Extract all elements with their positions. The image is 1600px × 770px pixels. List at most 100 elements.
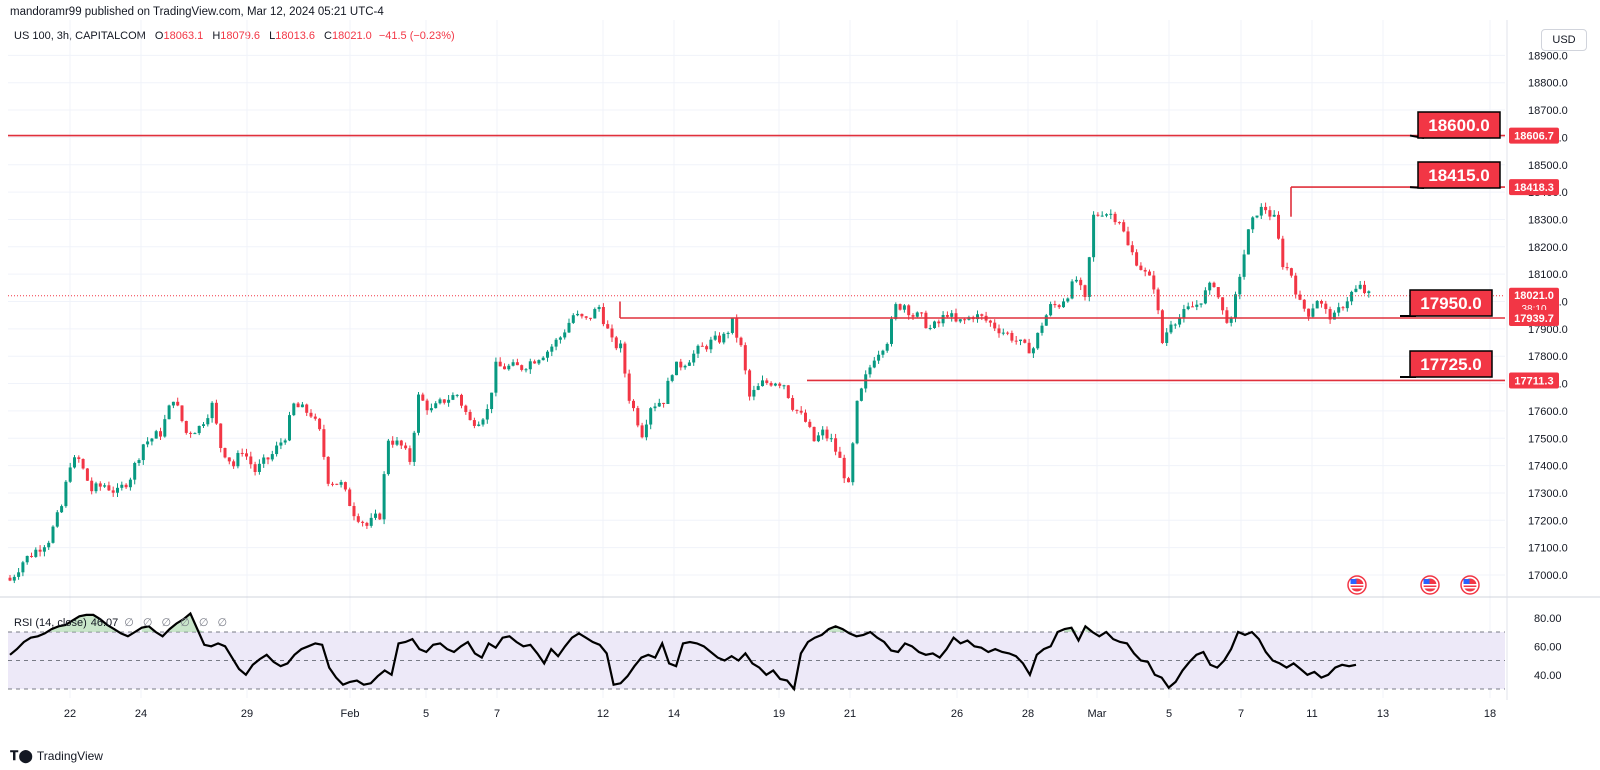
low-value: 18013.6 bbox=[275, 30, 315, 42]
candle-body bbox=[718, 335, 721, 343]
candle-body bbox=[1053, 304, 1057, 306]
price-tick-label: 17600.0 bbox=[1528, 406, 1568, 418]
time-tick-label: 7 bbox=[494, 708, 500, 720]
candle-body bbox=[202, 424, 205, 426]
candle-body bbox=[356, 516, 360, 522]
event-markers[interactable] bbox=[1347, 575, 1480, 595]
candle-body bbox=[382, 474, 386, 520]
candle-body bbox=[834, 438, 838, 452]
candle-body bbox=[197, 425, 201, 434]
candle-body bbox=[898, 304, 902, 310]
currency-button[interactable]: USD bbox=[1541, 29, 1587, 51]
candle-body bbox=[528, 361, 532, 370]
candle-body bbox=[150, 438, 154, 442]
level-lines: 18600.0 18415.0 17950.0 17725.0 bbox=[8, 111, 1505, 382]
candle-body bbox=[12, 576, 16, 581]
footer-brand[interactable]: 𝐓⬤ TradingView bbox=[10, 748, 103, 764]
candle-body bbox=[812, 426, 816, 442]
candle-body bbox=[765, 380, 769, 383]
candle-body bbox=[868, 367, 872, 375]
flag-stripe bbox=[1463, 587, 1477, 589]
candle-body bbox=[300, 404, 304, 408]
us-flag-event-icon[interactable] bbox=[1460, 575, 1480, 595]
candle-body bbox=[494, 361, 498, 393]
time-axis[interactable]: 22 24 29 Feb 5 7 12 14 19 21 26 28 Mar 5 7 11 13 18 bbox=[64, 708, 1496, 720]
candle-body bbox=[1229, 318, 1233, 323]
candle-body bbox=[804, 412, 807, 422]
candle-body bbox=[68, 467, 72, 482]
rsi-label[interactable]: RSI (14, close) bbox=[14, 617, 87, 629]
candle-body bbox=[756, 386, 760, 390]
candle-body bbox=[636, 408, 640, 426]
candle-body bbox=[141, 444, 145, 461]
candle-body bbox=[902, 305, 906, 310]
candle-body bbox=[1014, 340, 1018, 342]
candle-body bbox=[214, 402, 218, 424]
candle-body bbox=[980, 314, 984, 316]
time-tick-label: 21 bbox=[844, 708, 856, 720]
flag-stripe bbox=[1423, 584, 1437, 586]
candle-body bbox=[808, 421, 812, 427]
candle-body bbox=[1242, 254, 1246, 277]
price-axis[interactable]: 17000.0 17100.0 17200.0 17300.0 17400.0 17500… bbox=[1509, 50, 1568, 682]
candle-body bbox=[1315, 301, 1319, 309]
candle-body bbox=[993, 322, 997, 329]
us-flag-event-icon[interactable] bbox=[1347, 575, 1367, 595]
candle-body bbox=[1281, 238, 1285, 268]
candle-body bbox=[1083, 285, 1087, 297]
candle-body bbox=[1289, 268, 1293, 276]
time-tick-label: 12 bbox=[597, 708, 609, 720]
flag-canton bbox=[1423, 579, 1430, 584]
candle-body bbox=[477, 424, 481, 426]
symbol-name[interactable]: US 100, 3h, CAPITALCOM bbox=[14, 30, 146, 42]
candle-body bbox=[692, 353, 696, 363]
candle-body bbox=[1057, 305, 1061, 308]
candle-body bbox=[877, 354, 881, 361]
candle-body bbox=[1341, 307, 1345, 309]
time-tick-label: 7 bbox=[1238, 708, 1244, 720]
candle-body bbox=[907, 305, 911, 316]
candle-body bbox=[232, 461, 236, 467]
candle-body bbox=[847, 478, 850, 483]
candle-body bbox=[266, 457, 270, 460]
candle-body bbox=[313, 416, 317, 419]
candle-body bbox=[1195, 304, 1199, 307]
candle-body bbox=[614, 337, 618, 349]
candle-body bbox=[515, 362, 519, 366]
rsi-tick-label: 80.00 bbox=[1534, 613, 1562, 625]
candle-body bbox=[705, 346, 709, 350]
candle-body bbox=[1225, 310, 1229, 323]
candle-body bbox=[584, 316, 588, 318]
candle-body bbox=[859, 388, 863, 401]
candle-body bbox=[1268, 210, 1272, 217]
candle-body bbox=[412, 432, 416, 462]
candle-body bbox=[1216, 287, 1220, 298]
candle-body bbox=[537, 360, 541, 364]
candle-body bbox=[17, 572, 21, 577]
candle-body bbox=[292, 403, 296, 416]
flag-stripe bbox=[1463, 584, 1477, 586]
flag-stripe bbox=[1350, 584, 1364, 586]
candle-body bbox=[1109, 213, 1113, 215]
open-value: 18063.1 bbox=[163, 30, 204, 42]
time-tick-label: 19 bbox=[773, 708, 785, 720]
candle-body bbox=[885, 343, 889, 351]
candle-body bbox=[675, 361, 678, 376]
brand-name: TradingView bbox=[36, 749, 103, 763]
us-flag-event-icon[interactable] bbox=[1420, 575, 1440, 595]
level-17950-callout-box bbox=[1409, 289, 1493, 317]
candle-body bbox=[554, 339, 558, 347]
candle-body bbox=[429, 408, 433, 411]
candle-body bbox=[696, 345, 700, 354]
candle-body bbox=[1178, 318, 1182, 325]
candle-body bbox=[30, 555, 33, 557]
candle-body bbox=[133, 463, 137, 480]
candle-body bbox=[434, 403, 438, 409]
candle-body bbox=[1367, 291, 1371, 294]
candle-body bbox=[163, 419, 167, 437]
candle-body bbox=[1044, 315, 1048, 326]
candle-body bbox=[167, 405, 171, 420]
candle-body bbox=[894, 304, 898, 319]
candle-body bbox=[988, 320, 992, 323]
